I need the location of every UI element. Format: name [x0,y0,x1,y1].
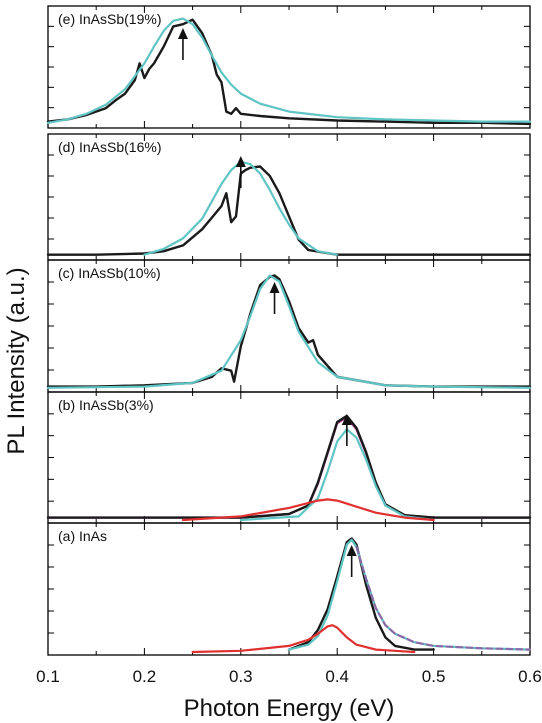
panel-b-series-magenta [46,416,532,519]
panel-e-series-black [46,18,532,126]
panel-d-peak-arrow [235,156,246,188]
panel-a: (a) InAs [47,522,532,656]
panel-a-series-red [191,624,416,654]
panel-c-peak-arrow [269,282,280,314]
panel-d-series-cyan [143,160,339,256]
panel-b-peak-arrow [341,414,352,446]
panel-a-series-black [287,537,435,651]
panel-b-title: (b) InAsSb(3%) [58,397,154,413]
panel-a-peak-arrow [346,545,357,577]
panel-c: (c) InAsSb(10%) [46,259,532,393]
panel-c-title: (c) InAsSb(10%) [58,265,161,281]
y-axis-label: PL Intensity (a.u.) [3,267,30,454]
panel-b: (b) InAsSb(3%) [46,391,532,524]
x-axis-label: Photon Energy (eV) [184,695,395,722]
panels-group: (e) InAsSb(19%) (d) InAsSb(16%) (c) InAsSb… [46,5,532,656]
x-tick-label: 0.6 [518,667,542,686]
panel-b-series-red [181,498,435,522]
panel-b-series-cyan [239,428,435,522]
panel-d: (d) InAsSb(16%) [46,133,532,261]
panel-a-series-dashed [355,545,532,651]
panel-e-peak-arrow [177,28,188,60]
panel-e-title: (e) InAsSb(19%) [58,11,161,27]
panel-a-series-cyan [287,538,532,651]
panel-e-series-cyan [46,17,532,124]
panel-c-series-cyan [46,274,532,389]
panel-d-title: (d) InAsSb(16%) [58,139,161,155]
x-tick-label: 0.5 [422,667,446,686]
x-tick-label: 0.3 [229,667,253,686]
panel-d-series-black [46,165,532,256]
panel-a-title: (a) InAs [58,528,107,544]
x-tick-label: 0.4 [325,667,349,686]
x-tick-label: 0.1 [36,667,60,686]
panel-e: (e) InAsSb(19%) [46,5,532,129]
x-axis: 0.1 0.2 0.3 0.4 0.5 0.6 [36,667,542,686]
x-tick-label: 0.2 [133,667,157,686]
panel-c-series-black [46,274,532,388]
panel-b-series-black [46,414,532,519]
panel-a-frame [47,522,531,656]
